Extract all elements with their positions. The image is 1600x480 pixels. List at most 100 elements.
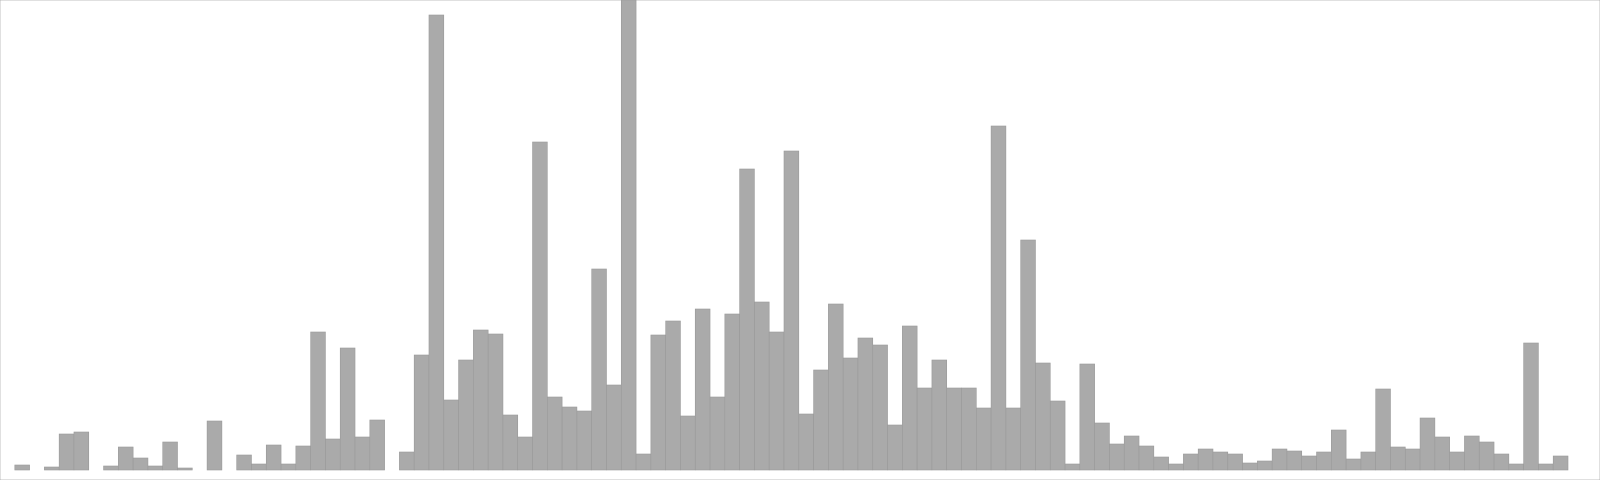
bar bbox=[1094, 422, 1110, 471]
bar bbox=[487, 333, 504, 471]
bar bbox=[576, 410, 592, 471]
bar bbox=[1227, 453, 1243, 471]
bar bbox=[561, 406, 578, 471]
bar bbox=[1375, 388, 1391, 471]
bar bbox=[1360, 451, 1376, 471]
bar bbox=[1404, 448, 1421, 471]
bar bbox=[1493, 453, 1510, 471]
bar bbox=[857, 337, 874, 471]
bar bbox=[147, 465, 164, 471]
bar bbox=[739, 168, 755, 471]
bar bbox=[58, 433, 75, 471]
bar bbox=[931, 359, 948, 471]
bar bbox=[1212, 451, 1229, 471]
bar bbox=[325, 438, 341, 471]
bar bbox=[1123, 435, 1140, 471]
bar bbox=[1138, 445, 1155, 471]
bar bbox=[1168, 463, 1184, 471]
bar bbox=[650, 334, 666, 471]
bar bbox=[532, 141, 548, 471]
bar bbox=[694, 308, 711, 471]
bar bbox=[961, 387, 977, 471]
bar bbox=[1257, 460, 1273, 471]
bar bbox=[1478, 441, 1495, 471]
bar bbox=[1242, 462, 1258, 471]
bar bbox=[1286, 450, 1303, 471]
bar bbox=[1271, 448, 1288, 471]
bar bbox=[828, 303, 844, 471]
bar bbox=[295, 445, 311, 471]
bar bbox=[1523, 342, 1539, 471]
bar bbox=[1301, 455, 1317, 471]
bar bbox=[547, 396, 563, 471]
bar bbox=[1390, 446, 1406, 471]
bar bbox=[443, 399, 459, 471]
bar bbox=[14, 464, 30, 471]
bar bbox=[354, 436, 371, 471]
bar bbox=[1020, 239, 1036, 471]
bar bbox=[265, 444, 282, 471]
bar bbox=[990, 125, 1007, 471]
bar bbox=[458, 359, 474, 471]
bar bbox=[162, 441, 178, 471]
bar bbox=[1345, 458, 1362, 471]
bar bbox=[1538, 463, 1554, 471]
bar bbox=[754, 301, 770, 471]
bar bbox=[177, 467, 193, 471]
bar bbox=[842, 357, 859, 471]
bar bbox=[1508, 463, 1524, 471]
bar bbox=[413, 354, 430, 471]
bar bbox=[606, 384, 622, 471]
bar bbox=[1079, 363, 1095, 471]
bar bbox=[887, 424, 903, 471]
bar bbox=[1064, 463, 1081, 471]
bar bbox=[902, 325, 918, 471]
bar bbox=[339, 347, 356, 471]
bar bbox=[103, 465, 119, 471]
bar bbox=[73, 431, 90, 471]
bar bbox=[118, 446, 134, 471]
bar bbox=[798, 413, 814, 471]
bar bbox=[916, 387, 933, 471]
bar bbox=[251, 463, 267, 471]
bar bbox=[783, 150, 800, 471]
bar bbox=[680, 415, 696, 471]
bar bbox=[1552, 455, 1569, 471]
bar bbox=[813, 369, 829, 471]
bar bbox=[1153, 456, 1169, 471]
bar bbox=[1331, 429, 1347, 471]
bar bbox=[44, 466, 60, 471]
bar bbox=[1183, 453, 1199, 471]
bar bbox=[428, 14, 445, 471]
bar bbox=[724, 313, 740, 471]
bar bbox=[369, 419, 385, 471]
bar bbox=[310, 331, 326, 471]
bar bbox=[1035, 362, 1051, 471]
bar bbox=[206, 420, 223, 471]
bar bbox=[1109, 443, 1125, 471]
bar bbox=[1419, 417, 1436, 471]
bar bbox=[1464, 435, 1480, 471]
bar bbox=[1197, 448, 1214, 471]
bar bbox=[132, 457, 149, 471]
bar bbox=[473, 329, 489, 471]
bar bbox=[946, 387, 962, 471]
bar bbox=[620, 0, 637, 471]
bar bbox=[976, 407, 992, 471]
bar bbox=[399, 451, 415, 471]
bar bbox=[1434, 436, 1450, 471]
bar bbox=[1049, 400, 1066, 471]
bar bbox=[1316, 451, 1332, 471]
bar bbox=[709, 396, 726, 471]
bar bbox=[872, 344, 888, 471]
bar bbox=[517, 436, 533, 471]
bar bbox=[236, 454, 252, 471]
bar bbox=[1449, 451, 1465, 471]
bar bbox=[502, 414, 519, 471]
bar bbox=[665, 320, 681, 471]
bar bbox=[1005, 407, 1021, 471]
bar bbox=[635, 453, 652, 471]
bar bbox=[280, 463, 297, 471]
